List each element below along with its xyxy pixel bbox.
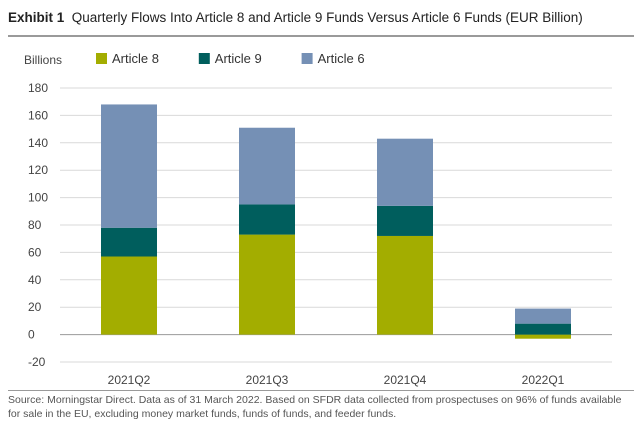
bar-2021Q2-series-1 [101, 256, 157, 335]
source-note: Source: Morningstar Direct. Data as of 3… [8, 394, 622, 420]
exhibit-label: Exhibit 1 [8, 10, 65, 25]
y-tick-label: 100 [28, 191, 48, 205]
y-tick-label: 140 [28, 136, 48, 150]
y-tick-label: 20 [28, 300, 42, 314]
legend-swatch-1 [96, 53, 107, 64]
y-tick-label: 180 [28, 81, 48, 95]
bar-2022Q1-series-2 [515, 323, 571, 335]
top-rule [8, 35, 634, 37]
x-tick-label: 2021Q2 [108, 373, 151, 387]
x-tick-label: 2022Q1 [522, 373, 565, 387]
bar-2021Q2-series-2 [101, 227, 157, 257]
bar-2021Q4-series-3 [377, 138, 433, 206]
exhibit-title: Quarterly Flows Into Article 8 and Artic… [71, 10, 583, 25]
x-tick-label: 2021Q4 [384, 373, 427, 387]
bar-2021Q4-series-1 [377, 235, 433, 335]
bottom-rule [8, 390, 634, 391]
bar-2021Q2-series-3 [101, 104, 157, 228]
exhibit-header: Exhibit 1 Quarterly Flows Into Article 8… [8, 6, 634, 30]
y-tick-label: 0 [28, 328, 35, 342]
bar-2021Q3-series-3 [239, 127, 295, 205]
y-tick-label: 80 [28, 218, 42, 232]
bar-2022Q1-series-1 [515, 334, 571, 339]
bar-2021Q3-series-1 [239, 234, 295, 335]
bar-2021Q4-series-2 [377, 205, 433, 236]
y-tick-label: 60 [28, 245, 42, 259]
y-tick-label: 40 [28, 273, 42, 287]
y-tick-label: 160 [28, 108, 48, 122]
y-tick-label: -20 [28, 355, 46, 369]
bar-2022Q1-series-3 [515, 308, 571, 324]
legend-label-1: Article 8 [112, 51, 159, 66]
legend-swatch-2 [198, 53, 210, 64]
y-axis-label: Billions [24, 53, 62, 67]
y-tick-label: 120 [28, 163, 48, 177]
bar-2021Q3-series-2 [239, 204, 295, 235]
legend-swatch-3 [301, 53, 313, 64]
legend-label-2: Article 9 [215, 51, 262, 66]
legend-label-3: Article 6 [318, 51, 365, 66]
x-tick-label: 2021Q3 [246, 373, 289, 387]
stacked-bar-chart: Billions Article 8 Article 9 Article 6 -20 0 2… [24, 51, 612, 387]
